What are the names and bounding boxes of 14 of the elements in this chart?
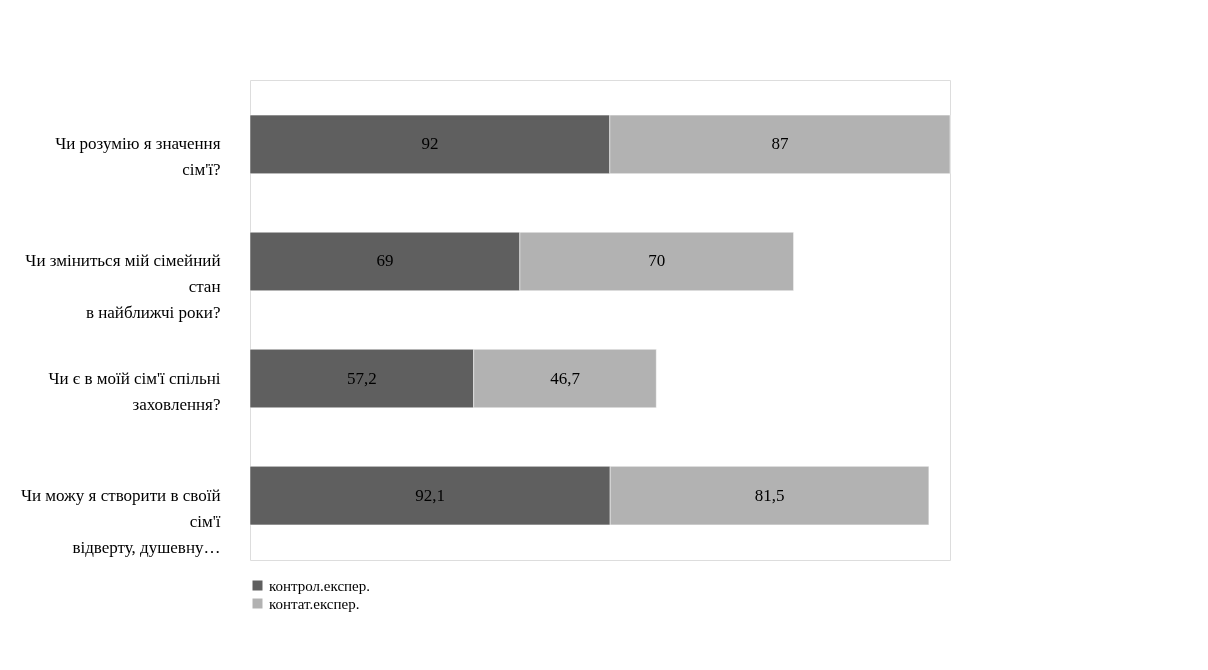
legend-label: контрол.експер. bbox=[269, 577, 370, 594]
y-tick-label: Чи можу я створити в своїй сім'ї відверту, душевну… bbox=[20, 485, 221, 557]
data-label: 92,1 bbox=[415, 485, 445, 505]
data-label: 87 bbox=[771, 134, 789, 154]
y-tick-label: Чи розумію я значення сім'ї? bbox=[55, 134, 221, 180]
data-label: 69 bbox=[376, 251, 394, 271]
data-label: 81,5 bbox=[754, 485, 785, 505]
legend-label: контат.експер. bbox=[269, 595, 360, 612]
y-tick-label: Чи є в моїй сім'ї спільні заховлення? bbox=[48, 368, 221, 414]
data-label: 92 bbox=[421, 134, 439, 154]
data-label: 57,2 bbox=[346, 368, 377, 388]
y-tick-label: Чи зміниться мій сімейний стан в найближчі роки? bbox=[25, 251, 221, 323]
data-label: 46,7 bbox=[550, 368, 581, 388]
data-label: 70 bbox=[648, 251, 666, 271]
